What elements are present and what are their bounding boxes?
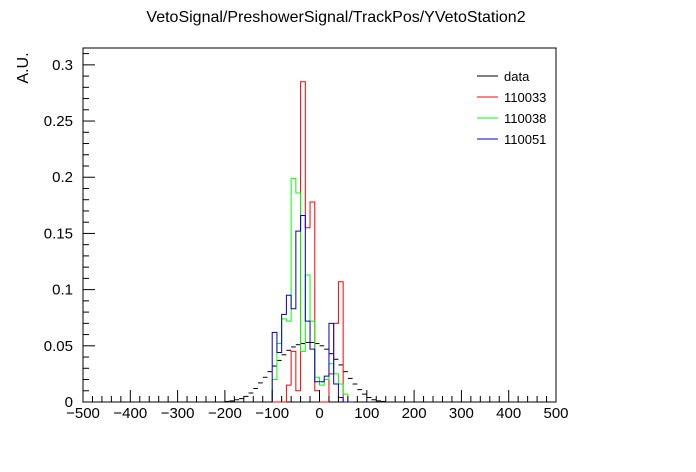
- histogram-line-110033: [272, 81, 353, 403]
- series-data: [83, 341, 556, 403]
- series-110033: [272, 81, 353, 403]
- y-tick-label: 0.1: [52, 282, 73, 299]
- x-tick-label: 300: [449, 405, 474, 422]
- x-tick-label: 400: [496, 405, 521, 422]
- chart-title: VetoSignal/PreshowerSignal/TrackPos/YVet…: [146, 9, 525, 26]
- y-tick-label: 0: [65, 394, 73, 411]
- legend-label-data: data: [504, 69, 530, 84]
- x-tick-label: −300: [161, 405, 195, 422]
- x-axis-ticks: −500 −400 −300 −200 −100 0 100 200 300 400 500: [66, 390, 569, 422]
- x-tick-label: −400: [113, 405, 147, 422]
- y-tick-label: 0.2: [52, 169, 73, 186]
- x-tick-label: −100: [255, 405, 289, 422]
- x-tick-label: 200: [402, 405, 427, 422]
- y-tick-label: 0.15: [44, 225, 73, 242]
- series-110051: [271, 214, 353, 403]
- legend-label-110051: 110051: [504, 132, 546, 147]
- x-tick-label: 500: [543, 405, 568, 422]
- x-tick-label: 0: [315, 405, 323, 422]
- histogram-line-110051: [271, 214, 353, 403]
- y-axis-label: A.U.: [15, 52, 32, 83]
- x-tick-label: −500: [66, 405, 100, 422]
- y-tick-label: 0.05: [44, 338, 73, 355]
- x-tick-label: 100: [354, 405, 379, 422]
- x-tick-label: −200: [208, 405, 242, 422]
- y-tick-label: 0.3: [52, 57, 73, 74]
- legend-label-110038: 110038: [504, 111, 546, 126]
- y-axis-ticks: 0 0.05 0.1 0.15 0.2 0.25 0.3: [44, 53, 95, 411]
- legend: data 110033 110038 110051: [477, 69, 546, 147]
- y-tick-label: 0.25: [44, 113, 73, 130]
- legend-label-110033: 110033: [504, 90, 546, 105]
- data-series: [83, 81, 556, 403]
